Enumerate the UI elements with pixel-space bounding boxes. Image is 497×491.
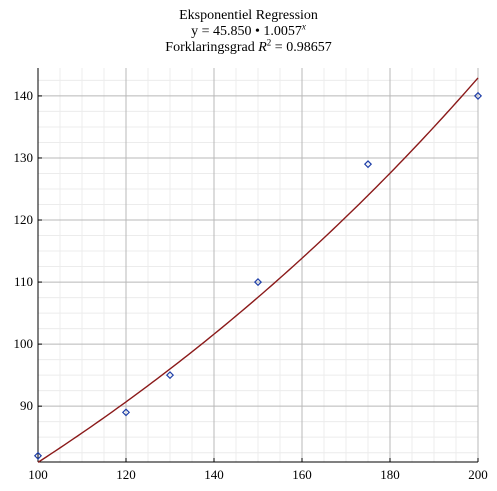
equation-exponent: x (301, 21, 306, 32)
y-tick-label: 90 (20, 398, 33, 413)
x-tick-label: 140 (204, 467, 224, 482)
chart-title-block: Eksponentiel Regression y = 45.850 • 1.0… (0, 8, 497, 56)
data-point (473, 91, 483, 100)
y-tick-label: 140 (14, 88, 34, 103)
x-tick-label: 200 (468, 467, 488, 482)
y-tick-label: 100 (14, 336, 34, 351)
x-tick-label: 180 (380, 467, 400, 482)
axes (37, 68, 479, 463)
chart-title: Eksponentiel Regression (179, 8, 318, 23)
x-tick-label: 120 (116, 467, 136, 482)
data-point (33, 451, 43, 460)
x-tick-label: 100 (28, 467, 48, 482)
data-point (121, 408, 131, 417)
x-tick-label: 160 (292, 467, 312, 482)
tick-labels: 100 120 140 160 180 200 90 100 110 120 130 140 (14, 88, 488, 482)
grid (38, 68, 479, 462)
y-tick-label: 130 (14, 150, 34, 165)
regression-equation: y = 45.850 • 1.0057x (191, 21, 306, 39)
y-tick-label: 120 (14, 212, 34, 227)
data-series (33, 77, 483, 463)
data-point (165, 371, 175, 380)
data-point (253, 278, 263, 287)
regression-curve (37, 77, 479, 463)
data-point (363, 160, 373, 169)
y-tick-label: 110 (14, 274, 33, 289)
r-squared-label: Forklaringsgrad R2 = 0.98657 (165, 37, 332, 55)
